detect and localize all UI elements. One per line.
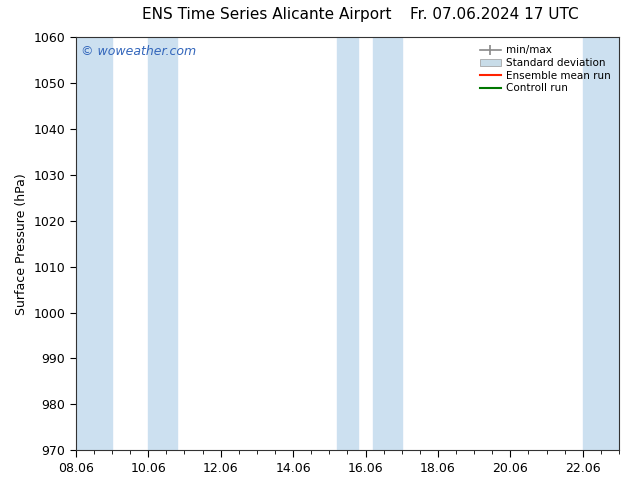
Y-axis label: Surface Pressure (hPa): Surface Pressure (hPa): [15, 173, 28, 315]
Legend: min/max, Standard deviation, Ensemble mean run, Controll run: min/max, Standard deviation, Ensemble me…: [477, 42, 614, 97]
Text: Fr. 07.06.2024 17 UTC: Fr. 07.06.2024 17 UTC: [410, 7, 579, 23]
Bar: [337, 37, 358, 450]
Bar: [76, 37, 112, 450]
Text: ENS Time Series Alicante Airport: ENS Time Series Alicante Airport: [141, 7, 391, 23]
Bar: [148, 37, 178, 450]
Text: © woweather.com: © woweather.com: [81, 46, 197, 58]
Bar: [373, 37, 402, 450]
Bar: [583, 37, 626, 450]
